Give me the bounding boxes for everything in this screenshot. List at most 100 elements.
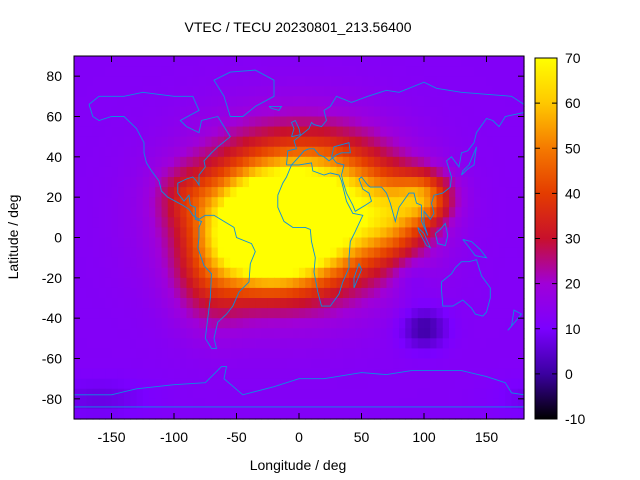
heatmap-cell (161, 277, 169, 289)
heatmap-cell (424, 247, 431, 259)
heatmap-cell (430, 287, 438, 299)
heatmap-cell (336, 197, 344, 208)
heatmap-cell (411, 388, 419, 400)
heatmap-cell (80, 267, 88, 279)
heatmap-cell (411, 398, 419, 410)
heatmap-cell (267, 156, 275, 168)
heatmap-cell (74, 267, 81, 279)
heatmap-cell (399, 298, 406, 309)
heatmap-cell (111, 217, 119, 229)
heatmap-cell (236, 287, 244, 299)
heatmap-cell (430, 257, 438, 269)
heatmap-cell (330, 177, 338, 188)
heatmap-cell (474, 348, 481, 360)
heatmap-cell (236, 177, 244, 188)
heatmap-cell (311, 217, 319, 229)
heatmap-cell (267, 308, 275, 319)
heatmap-cell (367, 66, 375, 77)
heatmap-cell (74, 177, 81, 188)
heatmap-cell (224, 56, 231, 67)
heatmap-cell (374, 398, 381, 410)
heatmap-cell (242, 96, 250, 108)
heatmap-cell (105, 96, 113, 108)
heatmap-cell (80, 368, 88, 380)
heatmap-cell (230, 207, 238, 218)
heatmap-cell (186, 328, 194, 339)
heatmap-cell (142, 287, 150, 299)
heatmap-cell (480, 298, 488, 309)
heatmap-cell (467, 207, 475, 218)
heatmap-cell (405, 247, 413, 259)
heatmap-cell (317, 287, 325, 299)
heatmap-cell (142, 338, 150, 350)
heatmap-cell (355, 338, 363, 350)
heatmap-cell (136, 187, 144, 198)
heatmap-cell (511, 358, 519, 370)
heatmap-cell (86, 247, 94, 259)
heatmap-cell (511, 56, 519, 67)
heatmap-cell (367, 126, 375, 138)
heatmap-cell (186, 287, 194, 299)
heatmap-cell (242, 126, 250, 138)
heatmap-cell (161, 267, 169, 279)
heatmap-cell (342, 378, 350, 390)
heatmap-cell (336, 126, 344, 138)
heatmap-cell (130, 56, 138, 67)
heatmap-cell (330, 217, 338, 229)
heatmap-cell (217, 267, 225, 279)
heatmap-cell (442, 348, 450, 360)
heatmap-cell (255, 408, 263, 420)
heatmap-cell (380, 388, 388, 400)
heatmap-cell (292, 328, 300, 339)
heatmap-cell (155, 298, 163, 309)
heatmap-cell (380, 56, 388, 67)
heatmap-cell (99, 227, 106, 239)
heatmap-cell (361, 328, 369, 339)
heatmap-cell (349, 136, 356, 148)
heatmap-cell (380, 257, 388, 269)
heatmap-cell (199, 197, 206, 208)
heatmap-cell (105, 398, 113, 410)
heatmap-cell (180, 166, 188, 178)
heatmap-cell (405, 116, 413, 128)
heatmap-cell (474, 207, 481, 218)
heatmap-cell (449, 217, 456, 229)
heatmap-cell (511, 126, 519, 138)
heatmap-cell (280, 388, 288, 400)
heatmap-cell (205, 388, 213, 400)
heatmap-cell (436, 247, 444, 259)
heatmap-cell (280, 56, 288, 67)
heatmap-cell (505, 76, 513, 87)
heatmap-cell (92, 156, 100, 168)
heatmap-cell (380, 96, 388, 108)
heatmap-cell (474, 358, 481, 370)
heatmap-cell (130, 76, 138, 87)
heatmap-cell (186, 106, 194, 118)
heatmap-cell (305, 217, 313, 229)
heatmap-cell (399, 237, 406, 249)
heatmap-cell (367, 247, 375, 259)
heatmap-cell (449, 388, 456, 400)
heatmap-cell (92, 237, 100, 249)
heatmap-cell (117, 166, 125, 178)
heatmap-cell (342, 328, 350, 339)
coastline-segment (434, 222, 449, 247)
heatmap-cell (211, 358, 219, 370)
heatmap-cell (336, 398, 344, 410)
heatmap-cell (324, 318, 331, 329)
heatmap-cell (455, 187, 463, 198)
heatmap-cell (361, 96, 369, 108)
heatmap-cell (324, 96, 331, 108)
heatmap-cell (399, 106, 406, 118)
heatmap-cell (136, 136, 144, 148)
heatmap-cell (192, 298, 200, 309)
heatmap-cell (517, 187, 525, 198)
heatmap-cell (511, 237, 519, 249)
heatmap-cell (517, 116, 525, 128)
heatmap-cell (436, 56, 444, 67)
heatmap-cell (111, 348, 119, 360)
heatmap-cell (217, 398, 225, 410)
heatmap-cell (474, 237, 481, 249)
heatmap-cell (111, 76, 119, 87)
heatmap-cell (230, 166, 238, 178)
